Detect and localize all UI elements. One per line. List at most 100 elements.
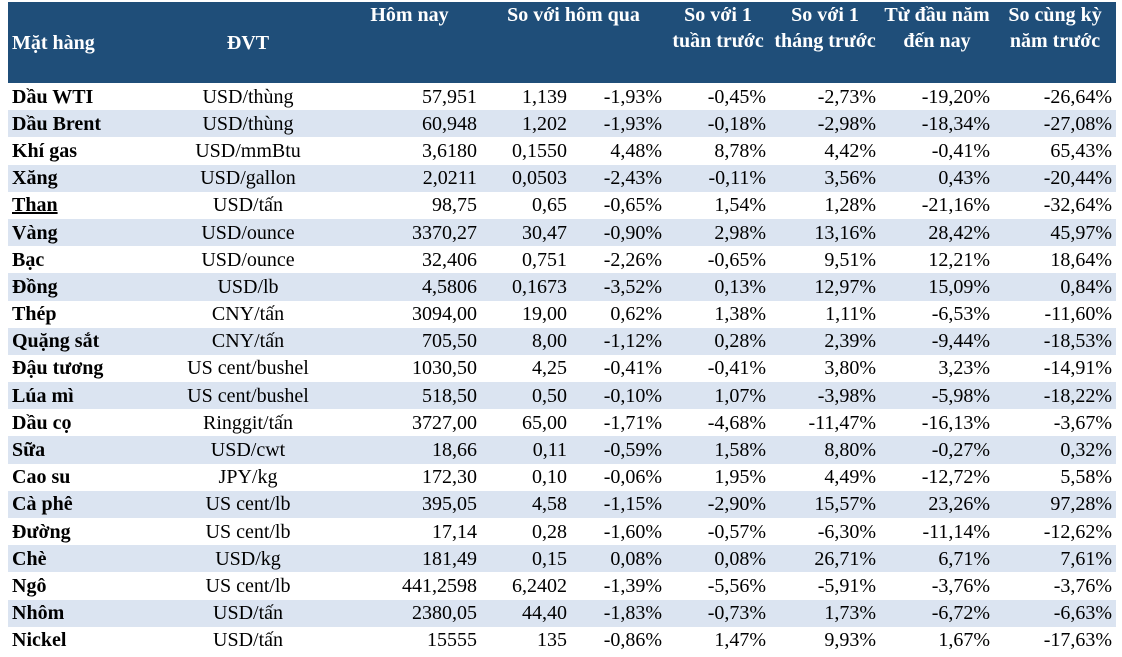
month-change-cell: 2,39% [770,327,881,355]
table-row: Sữa USD/cwt 18,66 0,11 -0,59% 1,58% 8,80% -0,27… [8,436,1117,464]
change-value-cell: 1,202 [481,110,571,138]
yoy-change-cell: -6,63% [994,599,1117,627]
week-change-cell: 1,47% [666,626,771,654]
today-price-cell: 15555 [338,626,481,654]
unit-cell: USD/tấn [158,626,338,654]
table-row: Vàng USD/ounce 3370,27 30,47 -0,90% 2,98% 13,1… [8,218,1117,247]
week-change-cell: 2,98% [666,218,771,247]
yoy-change-cell: -32,64% [994,191,1117,219]
month-change-cell: 4,49% [770,463,881,491]
month-change-cell: -2,73% [770,83,881,111]
change-value-cell: 30,47 [481,218,571,247]
header-vs-month: So với 1 tháng trước [770,2,881,83]
change-value-cell: 1,139 [481,83,571,111]
commodity-price-table: Mặt hàng ĐVT Hôm nay So với hôm qua So v… [8,2,1117,654]
month-change-cell: -2,98% [770,110,881,138]
yoy-change-cell: -11,60% [994,300,1117,328]
change-value-cell: 6,2402 [481,572,571,600]
month-change-cell: -11,47% [770,409,881,437]
change-percent-cell: -0,06% [571,463,667,491]
header-item: Mặt hàng [8,2,158,83]
change-value-cell: 0,1550 [481,137,571,165]
change-value-cell: 0,0503 [481,164,571,192]
commodity-name: Dầu cọ [8,409,158,437]
month-change-cell: 1,73% [770,599,881,627]
table-row: Bạc USD/ounce 32,406 0,751 -2,26% -0,65% 9,51%… [8,246,1117,274]
change-value-cell: 0,65 [481,191,571,219]
month-change-cell: 15,57% [770,490,881,518]
change-percent-cell: -1,12% [571,327,667,355]
week-change-cell: 1,07% [666,382,771,410]
ytd-change-cell: 15,09% [880,273,995,301]
today-price-cell: 2,0211 [338,164,481,192]
change-percent-cell: 4,48% [571,137,667,165]
unit-cell: US cent/lb [158,572,338,600]
today-price-cell: 172,30 [338,463,481,491]
today-price-cell: 3094,00 [338,300,481,328]
table-row: Đậu tương US cent/bushel 1030,50 4,25 -0,41%… [8,354,1117,383]
commodity-name: Dầu WTI [8,83,158,111]
week-change-cell: 1,38% [666,300,771,328]
today-price-cell: 441,2598 [338,572,481,600]
today-price-cell: 181,49 [338,545,481,573]
change-percent-cell: -0,65% [571,191,667,219]
ytd-change-cell: -6,53% [880,300,995,328]
today-price-cell: 3727,00 [338,409,481,437]
ytd-change-cell: -12,72% [880,463,995,491]
table-row: Nhôm USD/tấn 2380,05 44,40 -1,83% -0,73% 1,73%… [8,599,1117,627]
today-price-cell: 18,66 [338,436,481,464]
month-change-cell: 3,80% [770,354,881,383]
change-percent-cell: 0,08% [571,545,667,573]
table-body: Dầu WTI USD/thùng 57,951 1,139 -1,93% -0,45% -… [8,83,1117,654]
change-percent-cell: -1,93% [571,83,667,111]
change-percent-cell: -3,52% [571,273,667,301]
today-price-cell: 4,5806 [338,273,481,301]
table-row: Thép CNY/tấn 3094,00 19,00 0,62% 1,38% 1,11% -6… [8,300,1117,328]
change-value-cell: 65,00 [481,409,571,437]
commodity-name: Ngô [8,572,158,600]
table-row: Than USD/tấn 98,75 0,65 -0,65% 1,54% 1,28% -21,… [8,191,1117,219]
week-change-cell: 0,08% [666,545,771,573]
commodity-name: Chè [8,545,158,573]
week-change-cell: -0,73% [666,599,771,627]
ytd-change-cell: -19,20% [880,83,995,111]
today-price-cell: 395,05 [338,490,481,518]
month-change-cell: -5,91% [770,572,881,600]
change-percent-cell: -0,59% [571,436,667,464]
week-change-cell: 1,54% [666,191,771,219]
table-row: Nickel USD/tấn 15555 135 -0,86% 1,47% 9,93% 1,6… [8,626,1117,654]
commodity-name: Quặng sắt [8,327,158,355]
unit-cell: JPY/kg [158,463,338,491]
ytd-change-cell: -18,34% [880,110,995,138]
yoy-change-cell: -17,63% [994,626,1117,654]
change-value-cell: 8,00 [481,327,571,355]
table-row: Cao su JPY/kg 172,30 0,10 -0,06% 1,95% 4,49% -1… [8,463,1117,491]
ytd-change-cell: 12,21% [880,246,995,274]
ytd-change-cell: -0,27% [880,436,995,464]
yoy-change-cell: -14,91% [994,354,1117,383]
week-change-cell: -0,41% [666,354,771,383]
commodity-price-table-container: Mặt hàng ĐVT Hôm nay So với hôm qua So v… [8,2,1117,654]
table-row: Đường US cent/lb 17,14 0,28 -1,60% -0,57% -6,3… [8,518,1117,546]
month-change-cell: -6,30% [770,518,881,546]
unit-cell: USD/thùng [158,83,338,111]
ytd-change-cell: -3,76% [880,572,995,600]
table-row: Cà phê US cent/lb 395,05 4,58 -1,15% -2,90% 15… [8,490,1117,518]
week-change-cell: -5,56% [666,572,771,600]
yoy-change-cell: 18,64% [994,246,1117,274]
change-percent-cell: -0,41% [571,354,667,383]
yoy-change-cell: -20,44% [994,164,1117,192]
today-price-cell: 705,50 [338,327,481,355]
week-change-cell: -0,11% [666,164,771,192]
commodity-name: Đường [8,518,158,546]
change-value-cell: 0,1673 [481,273,571,301]
week-change-cell: -0,45% [666,83,771,111]
commodity-name: Đậu tương [8,354,158,383]
month-change-cell: 9,51% [770,246,881,274]
commodity-name: Bạc [8,246,158,274]
change-percent-cell: -1,60% [571,518,667,546]
today-price-cell: 1030,50 [338,354,481,383]
change-value-cell: 4,58 [481,490,571,518]
change-percent-cell: 0,62% [571,300,667,328]
yoy-change-cell: 0,84% [994,273,1117,301]
